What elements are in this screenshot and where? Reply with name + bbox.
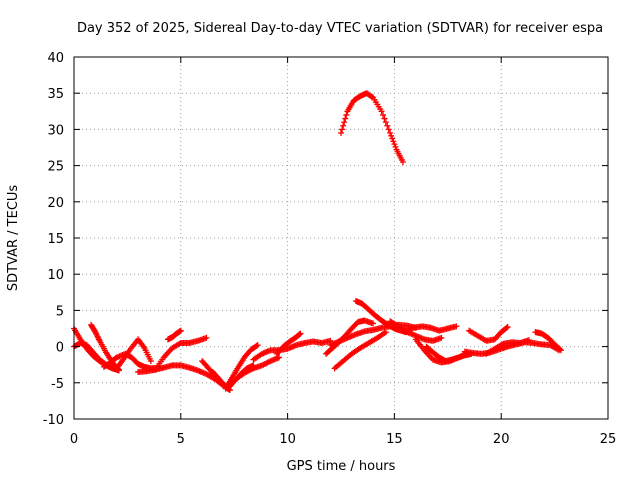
series-arc-l xyxy=(250,337,334,363)
x-tick-label: 10 xyxy=(279,432,296,447)
data-point xyxy=(391,141,398,148)
data-point xyxy=(276,354,283,361)
series-arc-q xyxy=(338,90,406,165)
x-tick-label: 15 xyxy=(386,432,403,447)
data-point xyxy=(340,122,347,129)
x-tick-label: 20 xyxy=(493,432,510,447)
x-tick-label: 5 xyxy=(177,432,185,447)
data-point xyxy=(253,342,260,349)
series-arc-g xyxy=(152,334,210,373)
y-tick-label: -10 xyxy=(43,413,64,428)
series-arc-x xyxy=(466,324,511,344)
x-tick-label: 0 xyxy=(70,432,78,447)
data-point xyxy=(453,323,460,330)
data-point xyxy=(382,119,389,126)
y-tick-label: -5 xyxy=(51,377,64,392)
series-arc-k xyxy=(222,342,261,392)
data-point xyxy=(387,130,394,137)
y-tick-label: 15 xyxy=(47,232,64,247)
y-tick-label: 35 xyxy=(47,87,64,102)
data-point xyxy=(389,135,396,142)
data-point xyxy=(342,115,349,122)
grid xyxy=(74,57,608,419)
data-point xyxy=(338,130,344,137)
data-point xyxy=(392,143,399,150)
data-point xyxy=(558,347,565,354)
data-point xyxy=(343,111,350,118)
series-arc-t xyxy=(402,323,460,336)
y-tick-label: 25 xyxy=(47,160,64,175)
series-arc-h xyxy=(164,327,184,343)
data-point xyxy=(378,108,385,115)
series-arc-s xyxy=(387,318,445,344)
series-arc-z xyxy=(532,329,565,354)
y-axis-label: SDTVAR / TECUs xyxy=(6,185,21,292)
data-point xyxy=(368,93,375,100)
axis-ticks: 0 5 10 15 20 25 -10 -5 0 5 10 15 20 25 30 35 40 xyxy=(43,51,617,447)
data-points xyxy=(71,90,565,394)
data-point xyxy=(147,358,154,365)
chart-title: Day 352 of 2025, Sidereal Day-to-day VTE… xyxy=(77,21,603,36)
data-point xyxy=(525,337,532,344)
data-point xyxy=(503,324,510,331)
x-tick-label: 25 xyxy=(600,432,617,447)
y-tick-label: 5 xyxy=(56,304,64,319)
data-point xyxy=(382,329,389,336)
y-tick-label: 20 xyxy=(47,196,64,211)
series-arc-c xyxy=(88,321,122,373)
data-point xyxy=(341,119,348,126)
series-arc-j xyxy=(209,354,283,390)
data-point xyxy=(381,115,388,122)
data-point xyxy=(384,122,391,129)
series-arc-y xyxy=(483,337,532,357)
data-point xyxy=(438,334,445,341)
data-point xyxy=(390,138,397,145)
data-point xyxy=(385,126,392,133)
data-point xyxy=(203,334,210,341)
series-arc-o xyxy=(323,317,377,357)
y-tick-label: 10 xyxy=(47,268,64,283)
series-arc-m xyxy=(273,330,304,357)
y-tick-label: 30 xyxy=(47,123,64,138)
data-point xyxy=(388,132,395,139)
data-point xyxy=(399,158,406,165)
data-point xyxy=(504,324,511,331)
data-point xyxy=(380,111,387,118)
data-point xyxy=(297,330,304,337)
data-point xyxy=(254,342,261,349)
y-tick-label: 40 xyxy=(47,51,64,66)
data-point xyxy=(339,126,346,133)
series-arc-v xyxy=(423,343,475,365)
data-point xyxy=(177,327,184,334)
series-arc-r xyxy=(331,329,389,372)
y-tick-label: 0 xyxy=(56,341,64,356)
x-axis-label: GPS time / hours xyxy=(287,459,396,474)
data-point xyxy=(556,346,563,353)
data-point xyxy=(370,320,377,327)
series-arc-e xyxy=(113,336,154,372)
